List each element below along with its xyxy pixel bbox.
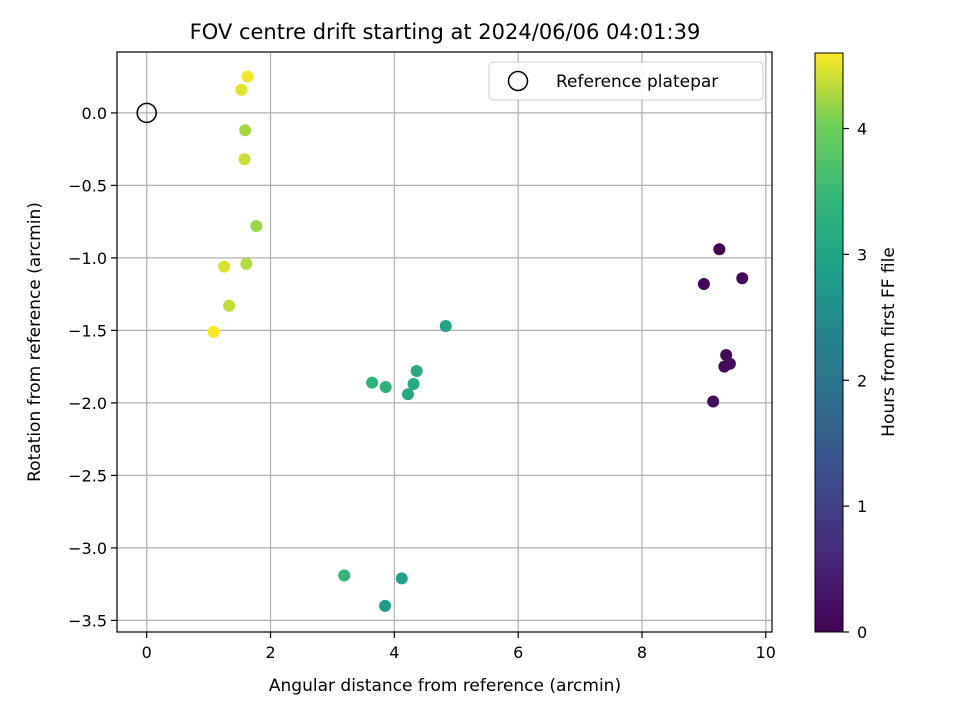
data-point [407, 378, 420, 391]
y-tick-label: −1.5 [68, 321, 107, 340]
data-point [218, 260, 231, 273]
legend-box [488, 61, 764, 101]
colorbar-tick-label: 3 [857, 245, 867, 264]
data-point [207, 325, 220, 338]
x-axis-ticks: 0 2 4 6 8 10 [142, 632, 776, 662]
y-tick-label: −3.5 [68, 611, 107, 630]
x-tick-label: 6 [513, 643, 523, 662]
colorbar-tick-label: 2 [857, 371, 867, 390]
legend: Reference platepar [488, 61, 764, 101]
scatter-points [136, 70, 749, 612]
data-point [238, 153, 251, 166]
colorbar-tick-label: 0 [857, 623, 867, 642]
data-point [439, 320, 452, 333]
data-point [366, 376, 379, 389]
legend-marker-reference [507, 70, 529, 92]
data-point [379, 380, 392, 393]
data-point [223, 299, 236, 312]
data-point [240, 257, 253, 270]
data-point [241, 70, 254, 83]
data-point [239, 124, 252, 137]
data-point [250, 220, 263, 232]
plot-frame [116, 51, 773, 633]
x-tick-label: 4 [389, 643, 399, 662]
colorbar-tick-label: 4 [857, 120, 867, 139]
y-tick-label: −3.0 [68, 539, 107, 558]
y-tick-label: 0.0 [82, 104, 107, 123]
data-point [736, 272, 749, 285]
colorbar: 0 1 2 3 4 Hours from first FF file [814, 52, 899, 642]
colorbar-ticks: 0 1 2 3 4 [843, 120, 867, 642]
y-tick-label: −1.0 [68, 249, 107, 268]
x-axis-label: Angular distance from reference (arcmin) [269, 676, 621, 696]
y-axis-label: Rotation from reference (arcmin) [25, 202, 45, 482]
data-point [707, 395, 720, 408]
y-axis-ticks: 0.0 −0.5 −1.0 −1.5 −2.0 −2.5 −3.0 −3.5 [68, 104, 117, 630]
x-tick-label: 8 [637, 643, 647, 662]
chart-title: FOV centre drift starting at 2024/06/06 … [190, 20, 701, 44]
x-tick-label: 0 [142, 643, 152, 662]
colorbar-label: Hours from first FF file [879, 247, 899, 437]
data-point [401, 388, 414, 401]
legend-label-reference: Reference platepar [556, 72, 718, 92]
colorbar-tick-label: 1 [857, 497, 867, 516]
reference-platepar-point [136, 102, 157, 124]
x-tick-label: 2 [265, 643, 275, 662]
data-point [713, 243, 726, 256]
data-point [723, 357, 736, 370]
data-point [235, 83, 248, 96]
data-point [395, 572, 408, 585]
grid-lines [117, 52, 772, 632]
y-tick-label: −0.5 [68, 176, 107, 195]
data-point [338, 569, 351, 582]
data-point [379, 599, 392, 612]
y-tick-label: −2.5 [68, 466, 107, 485]
colorbar-gradient [814, 52, 844, 633]
y-tick-label: −2.0 [68, 394, 107, 413]
data-point [410, 365, 423, 377]
x-tick-label: 10 [756, 643, 776, 662]
data-point [697, 278, 710, 290]
